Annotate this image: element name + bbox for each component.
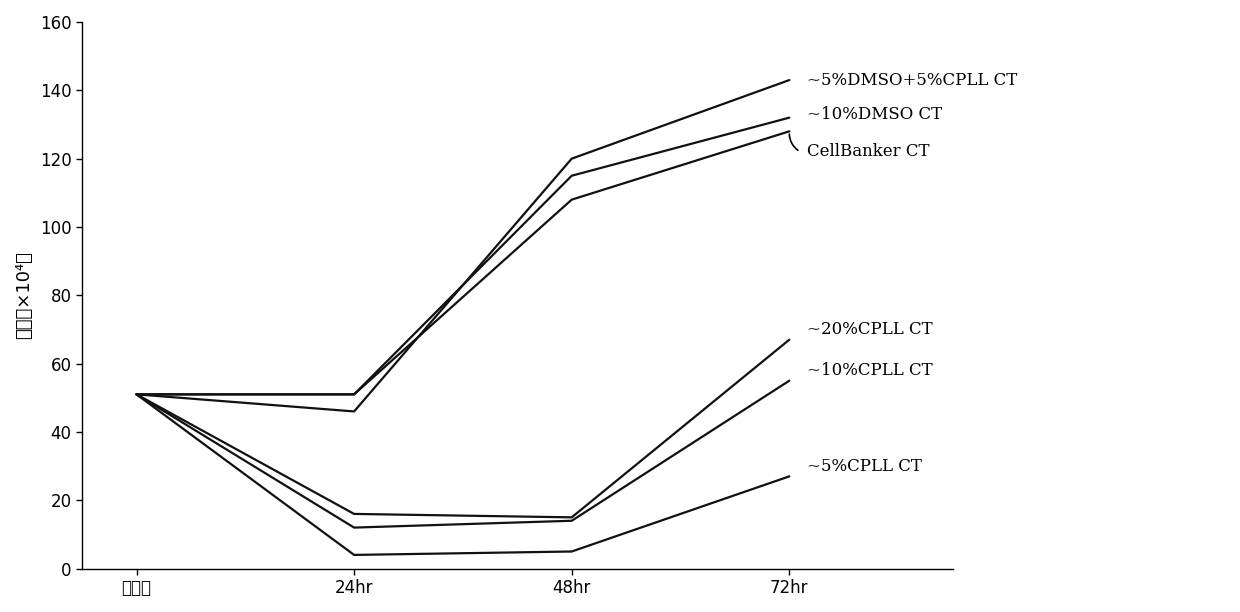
Text: CellBanker CT: CellBanker CT [807,143,929,160]
Text: ~5%DMSO+5%CPLL CT: ~5%DMSO+5%CPLL CT [807,72,1017,89]
Text: ~5%CPLL CT: ~5%CPLL CT [807,458,921,474]
Text: ~20%CPLL CT: ~20%CPLL CT [807,321,932,338]
Text: ~10%CPLL CT: ~10%CPLL CT [807,362,932,379]
Text: ~10%DMSO CT: ~10%DMSO CT [807,106,942,123]
Y-axis label: 细胞（×10⁴）: 细胞（×10⁴） [15,252,33,339]
